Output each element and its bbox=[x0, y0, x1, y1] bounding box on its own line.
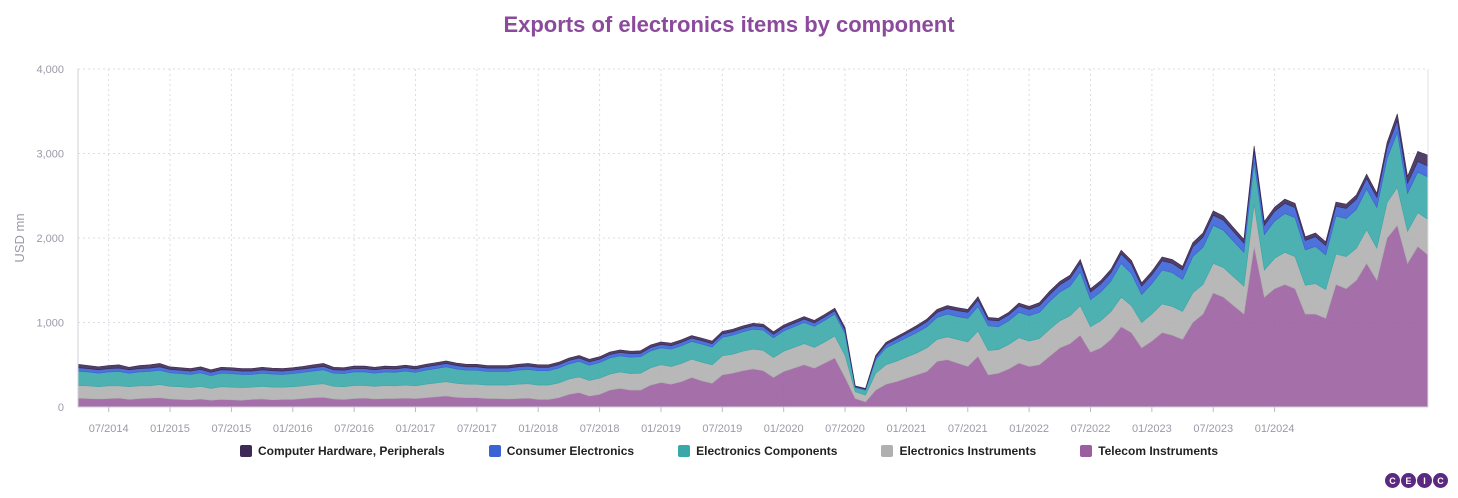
y-tick-label: 4,000 bbox=[36, 64, 64, 76]
logo-letter: E bbox=[1401, 473, 1416, 488]
legend-label: Computer Hardware, Peripherals bbox=[258, 444, 445, 458]
x-tick-label: 07/2020 bbox=[825, 423, 865, 435]
x-tick-label: 07/2022 bbox=[1071, 423, 1111, 435]
x-tick-label: 07/2014 bbox=[89, 423, 129, 435]
x-tick-label: 07/2023 bbox=[1193, 423, 1233, 435]
logo-letter: C bbox=[1433, 473, 1448, 488]
legend-item-computer-hardware-peripherals[interactable]: Computer Hardware, Peripherals bbox=[240, 444, 445, 458]
y-tick-label: 2,000 bbox=[36, 233, 64, 245]
x-tick-label: 01/2019 bbox=[641, 423, 681, 435]
axes: 0 1,000 2,000 3,000 4,000 07/2014 01/2015 07/20… bbox=[36, 64, 1429, 435]
x-tick-label: 01/2017 bbox=[396, 423, 436, 435]
legend-label: Telecom Instruments bbox=[1098, 444, 1218, 458]
x-tick-label: 07/2015 bbox=[212, 423, 252, 435]
y-axis-label: USD mn bbox=[12, 213, 27, 262]
series-areas bbox=[77, 113, 1429, 408]
legend-item-electronics-components[interactable]: Electronics Components bbox=[678, 444, 837, 458]
y-tick-label: 3,000 bbox=[36, 149, 64, 161]
legend-label: Consumer Electronics bbox=[506, 444, 635, 458]
legend-item-telecom-instruments[interactable]: Telecom Instruments bbox=[1080, 444, 1218, 458]
chart-title: Exports of electronics items by componen… bbox=[503, 12, 955, 37]
x-tick-label: 07/2019 bbox=[702, 423, 742, 435]
x-tick-label: 07/2021 bbox=[948, 423, 988, 435]
legend-swatch bbox=[240, 445, 252, 457]
legend-item-electronics-instruments[interactable]: Electronics Instruments bbox=[881, 444, 1036, 458]
legend-label: Electronics Components bbox=[696, 444, 838, 458]
logo-letter: C bbox=[1385, 473, 1400, 488]
x-tick-label: 01/2020 bbox=[764, 423, 804, 435]
x-tick-label: 07/2016 bbox=[334, 423, 374, 435]
x-tick-label: 01/2024 bbox=[1255, 423, 1295, 435]
legend-swatch bbox=[1080, 445, 1093, 457]
y-tick-label: 1,000 bbox=[36, 318, 64, 330]
legend-swatch bbox=[678, 445, 691, 457]
x-tick-label: 01/2016 bbox=[273, 423, 313, 435]
legend-label: Electronics Instruments bbox=[899, 444, 1037, 458]
legend-swatch bbox=[881, 445, 894, 457]
x-tick-label: 01/2023 bbox=[1132, 423, 1172, 435]
legend-item-consumer-electronics[interactable]: Consumer Electronics bbox=[488, 444, 635, 458]
x-tick-label: 01/2022 bbox=[1009, 423, 1049, 435]
x-tick-label: 07/2018 bbox=[580, 423, 620, 435]
x-tick-label: 01/2018 bbox=[518, 423, 558, 435]
chart-legend: Computer Hardware, Peripherals Consumer E… bbox=[0, 444, 1458, 458]
y-tick-label: 0 bbox=[58, 402, 64, 414]
logo-letter: I bbox=[1417, 473, 1432, 488]
grid-lines bbox=[78, 68, 1428, 408]
legend-swatch bbox=[488, 445, 501, 457]
x-tick-label: 01/2021 bbox=[887, 423, 927, 435]
x-tick-label: 01/2015 bbox=[150, 423, 190, 435]
x-tick-label: 07/2017 bbox=[457, 423, 497, 435]
